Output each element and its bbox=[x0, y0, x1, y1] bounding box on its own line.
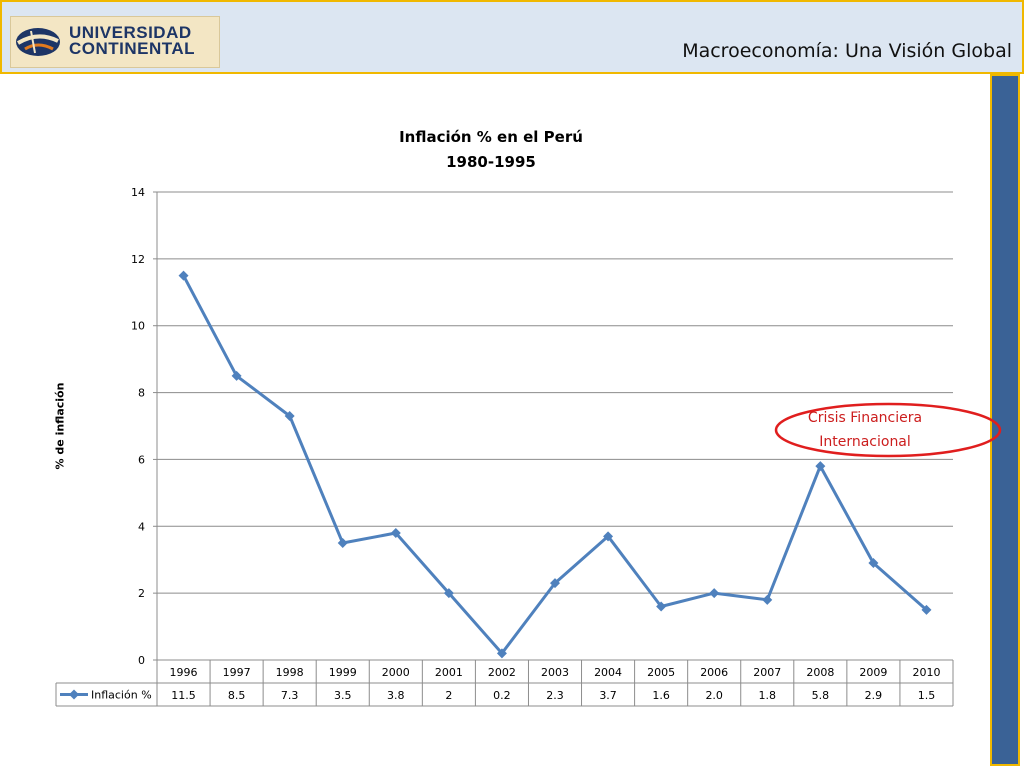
data-table-value: 1.5 bbox=[918, 689, 936, 702]
data-table-value: 7.3 bbox=[281, 689, 299, 702]
data-table-value: 3.8 bbox=[387, 689, 405, 702]
x-category-label: 2006 bbox=[700, 666, 728, 679]
x-category-label: 2007 bbox=[753, 666, 781, 679]
data-table-value: 1.6 bbox=[652, 689, 670, 702]
x-category-label: 2000 bbox=[382, 666, 410, 679]
y-tick-label: 0 bbox=[138, 654, 145, 667]
data-table-value: 11.5 bbox=[171, 689, 196, 702]
data-table-value: 8.5 bbox=[228, 689, 246, 702]
data-point bbox=[762, 594, 773, 605]
legend-marker bbox=[69, 689, 79, 700]
x-category-label: 1998 bbox=[276, 666, 304, 679]
data-point bbox=[443, 588, 454, 599]
globe-icon bbox=[16, 28, 60, 56]
data-point bbox=[709, 588, 720, 599]
data-table-value: 2.0 bbox=[705, 689, 723, 702]
x-category-label: 2010 bbox=[912, 666, 940, 679]
y-tick-label: 2 bbox=[138, 587, 145, 600]
data-point bbox=[656, 601, 667, 612]
data-table-value: 5.8 bbox=[812, 689, 830, 702]
data-point bbox=[921, 604, 932, 615]
data-point bbox=[284, 410, 295, 421]
data-point bbox=[178, 270, 189, 281]
annotation-text: Crisis Financiera Internacional bbox=[780, 406, 950, 454]
x-category-label: 2002 bbox=[488, 666, 516, 679]
data-point bbox=[390, 527, 401, 538]
logo-text: UNIVERSIDAD CONTINENTAL bbox=[69, 23, 196, 58]
x-category-label: 2001 bbox=[435, 666, 463, 679]
data-point bbox=[550, 578, 560, 589]
x-category-label: 1999 bbox=[329, 666, 357, 679]
data-point bbox=[337, 538, 348, 548]
data-table-value: 2.3 bbox=[546, 689, 564, 702]
y-tick-label: 12 bbox=[131, 253, 145, 266]
data-point bbox=[603, 531, 614, 542]
series-line bbox=[182, 274, 928, 655]
data-point bbox=[868, 558, 879, 569]
data-table-value: 0.2 bbox=[493, 689, 511, 702]
university-logo: UNIVERSIDAD CONTINENTAL bbox=[10, 16, 220, 68]
chart-subtitle: 1980-1995 bbox=[446, 153, 536, 171]
slide-title: Macroeconomía: Una Visión Global bbox=[682, 40, 1012, 62]
y-tick-label: 6 bbox=[138, 453, 145, 466]
data-table-value: 3.7 bbox=[599, 689, 617, 702]
chart-title: Inflación % en el Perú bbox=[399, 128, 583, 146]
data-point bbox=[815, 461, 826, 472]
data-table-value: 2.9 bbox=[865, 689, 883, 702]
y-tick-label: 8 bbox=[138, 387, 145, 400]
logo-line-2: CONTINENTAL bbox=[69, 39, 196, 58]
legend-label: Inflación % bbox=[91, 689, 152, 702]
y-tick-label: 14 bbox=[131, 186, 145, 199]
x-category-label: 1996 bbox=[170, 666, 198, 679]
data-table-value: 1.8 bbox=[759, 689, 777, 702]
data-point bbox=[231, 370, 242, 381]
annotation-line-1: Crisis Financiera bbox=[807, 410, 923, 426]
x-category-label: 1997 bbox=[223, 666, 251, 679]
x-category-label: 2008 bbox=[806, 666, 834, 679]
x-category-label: 2005 bbox=[647, 666, 675, 679]
slide-header: UNIVERSIDAD CONTINENTAL Macroeconomía: U… bbox=[0, 0, 1024, 74]
annotation-line-2: Internacional bbox=[819, 434, 911, 450]
data-table-value: 2 bbox=[445, 689, 452, 702]
x-category-label: 2009 bbox=[859, 666, 887, 679]
logo-line-1: UNIVERSIDAD bbox=[69, 23, 192, 42]
x-category-label: 2003 bbox=[541, 666, 569, 679]
x-category-label: 2004 bbox=[594, 666, 622, 679]
data-table-value: 3.5 bbox=[334, 689, 352, 702]
y-tick-label: 10 bbox=[131, 320, 145, 333]
y-tick-label: 4 bbox=[138, 520, 145, 533]
annotation-ellipse bbox=[774, 402, 1002, 458]
data-point bbox=[496, 648, 507, 659]
side-bar bbox=[990, 74, 1020, 766]
